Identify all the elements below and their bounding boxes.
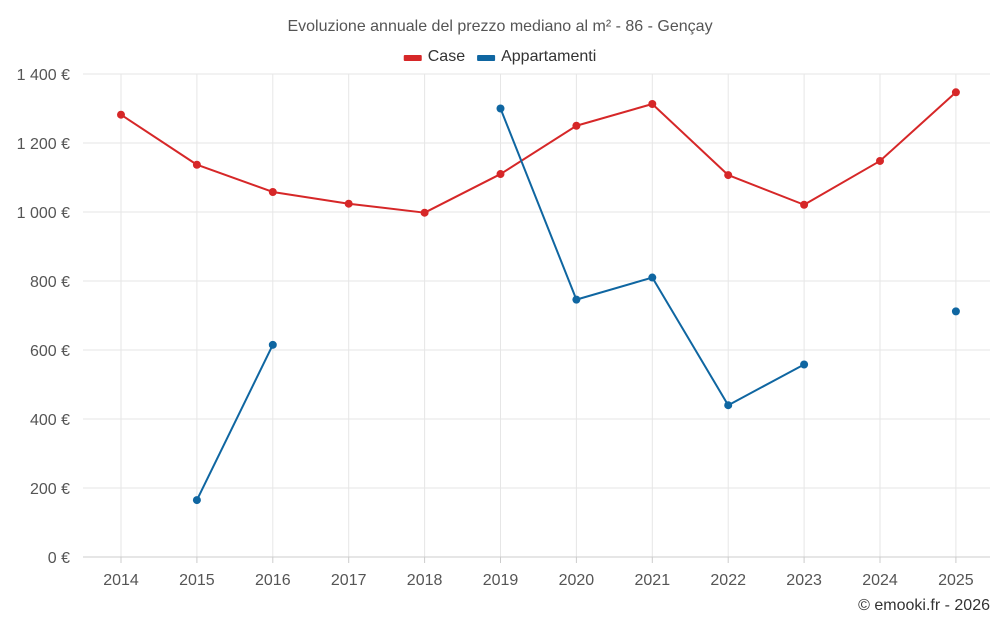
grid (83, 73, 990, 557)
series-appartamenti (192, 104, 960, 505)
x-tick-label: 2024 (862, 572, 898, 589)
legend-swatch (477, 55, 496, 61)
y-tick-label: 1 000 € (17, 205, 70, 222)
data-point[interactable] (268, 187, 277, 196)
x-tick-label: 2021 (635, 572, 671, 589)
chart-title: Evoluzione annuale del prezzo mediano al… (287, 18, 712, 35)
data-point[interactable] (648, 100, 657, 109)
series-case (117, 88, 960, 217)
legend-item-case[interactable]: Case (403, 48, 465, 65)
x-tick-label: 2015 (179, 572, 215, 589)
y-tick-label: 400 € (30, 412, 70, 429)
data-point[interactable] (800, 200, 809, 209)
y-tick-label: 800 € (30, 274, 70, 291)
x-tick-label: 2022 (710, 572, 746, 589)
y-tick-label: 200 € (30, 481, 70, 498)
x-tick-label: 2017 (331, 572, 367, 589)
axes: 0 € 200 € 400 € 600 € 800 € 1 000 € 1 200 € 1 4… (17, 67, 990, 589)
series-line (196, 344, 274, 501)
data-point[interactable] (192, 160, 201, 169)
legend-item-appartamenti[interactable]: Appartamenti (477, 48, 596, 65)
data-point[interactable] (420, 208, 429, 217)
x-tick-label: 2016 (255, 572, 291, 589)
data-point[interactable] (268, 340, 277, 349)
legend-swatch (403, 55, 422, 61)
x-tick-label: 2014 (103, 572, 139, 589)
data-point[interactable] (117, 110, 125, 119)
data-point[interactable] (876, 156, 884, 165)
y-tick-label: 1 200 € (17, 136, 70, 153)
y-tick-label: 1 400 € (17, 67, 70, 84)
data-point[interactable] (648, 273, 657, 282)
data-point[interactable] (951, 88, 960, 97)
legend-label: Appartamenti (501, 48, 596, 65)
x-tick-label: 2025 (938, 572, 974, 589)
data-point[interactable] (496, 104, 505, 113)
legend-label: Case (428, 48, 465, 65)
data-point[interactable] (192, 496, 201, 505)
legend[interactable]: Case Appartamenti (403, 48, 597, 65)
data-point[interactable] (724, 401, 733, 410)
data-point[interactable] (496, 170, 505, 179)
y-tick-label: 600 € (30, 343, 70, 360)
data-point[interactable] (572, 295, 581, 304)
credit-text: © emooki.fr - 2026 (858, 597, 990, 614)
x-tick-label: 2020 (559, 572, 595, 589)
data-point[interactable] (572, 121, 581, 130)
x-tick-label: 2018 (407, 572, 443, 589)
x-tick-label: 2019 (483, 572, 519, 589)
y-tick-label: 0 € (48, 550, 70, 567)
data-point[interactable] (344, 199, 353, 208)
data-point[interactable] (800, 360, 809, 369)
data-point[interactable] (951, 307, 960, 316)
x-tick-label: 2023 (786, 572, 822, 589)
data-point[interactable] (724, 171, 733, 180)
series-layer (117, 88, 960, 505)
series-line (120, 91, 957, 214)
